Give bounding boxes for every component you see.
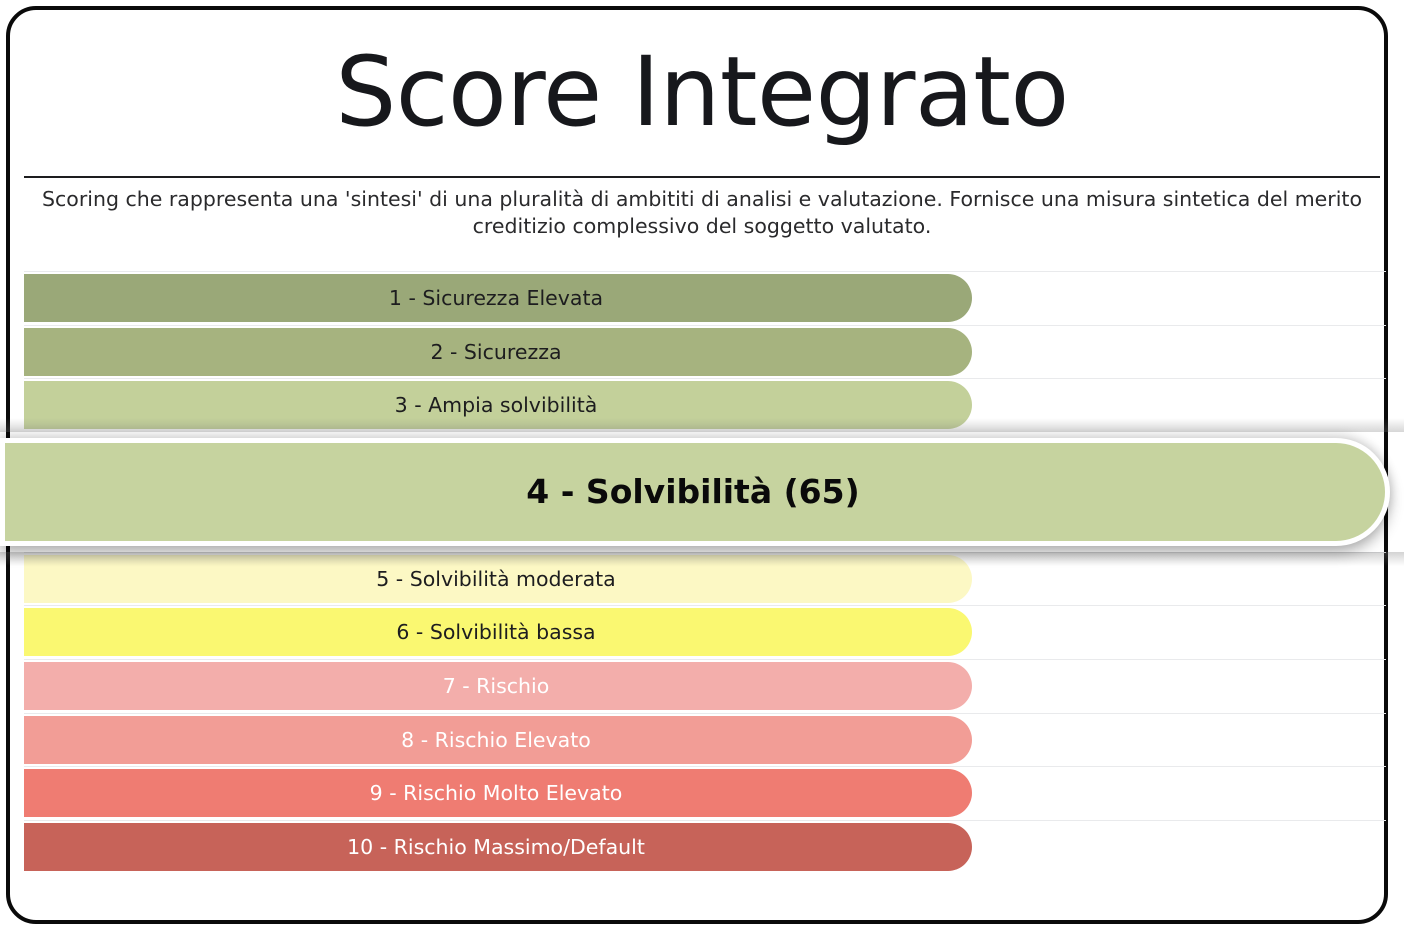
page-title: Score Integrato <box>335 35 1069 148</box>
score-bar-label: 9 - Rischio Molto Elevato <box>369 781 623 806</box>
score-bar-label: 10 - Rischio Massimo/Default <box>347 834 645 859</box>
score-bar[interactable]: 5 - Solvibilità moderata <box>24 554 972 603</box>
score-bar[interactable]: 8 - Rischio Elevato <box>24 715 972 764</box>
page-subtitle: Scoring che rappresenta una 'sintesi' di… <box>42 187 1362 239</box>
score-row[interactable]: 6 - Solvibilità bassa <box>0 605 1404 659</box>
score-row[interactable]: 4 - Solvibilità (65) <box>0 432 1404 552</box>
score-bar[interactable]: 10 - Rischio Massimo/Default <box>24 822 972 871</box>
title-divider <box>24 176 1380 178</box>
score-bar-label: 6 - Solvibilità bassa <box>396 620 596 645</box>
score-bar-label: 3 - Ampia solvibilità <box>394 393 598 418</box>
score-row[interactable]: 10 - Rischio Massimo/Default <box>0 819 1404 874</box>
score-bar[interactable]: 9 - Rischio Molto Elevato <box>24 769 972 818</box>
score-bar[interactable]: 7 - Rischio <box>24 662 972 710</box>
score-bar[interactable]: 2 - Sicurezza <box>24 327 972 376</box>
score-scale-chart: 1 - Sicurezza Elevata 2 - Sicurezza 3 - Am… <box>0 271 1404 895</box>
score-row[interactable]: 2 - Sicurezza <box>0 324 1404 379</box>
score-bar[interactable]: 1 - Sicurezza Elevata <box>24 274 972 322</box>
score-row[interactable]: 8 - Rischio Elevato <box>0 712 1404 767</box>
card-header: Score Integrato <box>24 14 1380 169</box>
score-bar-label: 8 - Rischio Elevato <box>401 727 591 752</box>
score-row[interactable]: 5 - Solvibilità moderata <box>0 551 1404 606</box>
score-bar-label: 5 - Solvibilità moderata <box>376 566 616 591</box>
score-bar[interactable]: 3 - Ampia solvibilità <box>24 381 972 430</box>
score-row[interactable]: 9 - Rischio Molto Elevato <box>0 766 1404 820</box>
score-row[interactable]: 1 - Sicurezza Elevata <box>0 271 1404 325</box>
score-row[interactable]: 3 - Ampia solvibilità <box>0 378 1404 432</box>
score-bar-selected[interactable]: 4 - Solvibilità (65) <box>0 437 1390 546</box>
score-bar-label: 2 - Sicurezza <box>430 339 562 364</box>
score-bar-label: 7 - Rischio <box>442 674 550 698</box>
score-bar-label: 1 - Sicurezza Elevata <box>388 286 604 310</box>
score-bar-label: 4 - Solvibilità (65) <box>526 472 860 512</box>
score-bar[interactable]: 6 - Solvibilità bassa <box>24 608 972 657</box>
score-row[interactable]: 7 - Rischio <box>0 659 1404 713</box>
